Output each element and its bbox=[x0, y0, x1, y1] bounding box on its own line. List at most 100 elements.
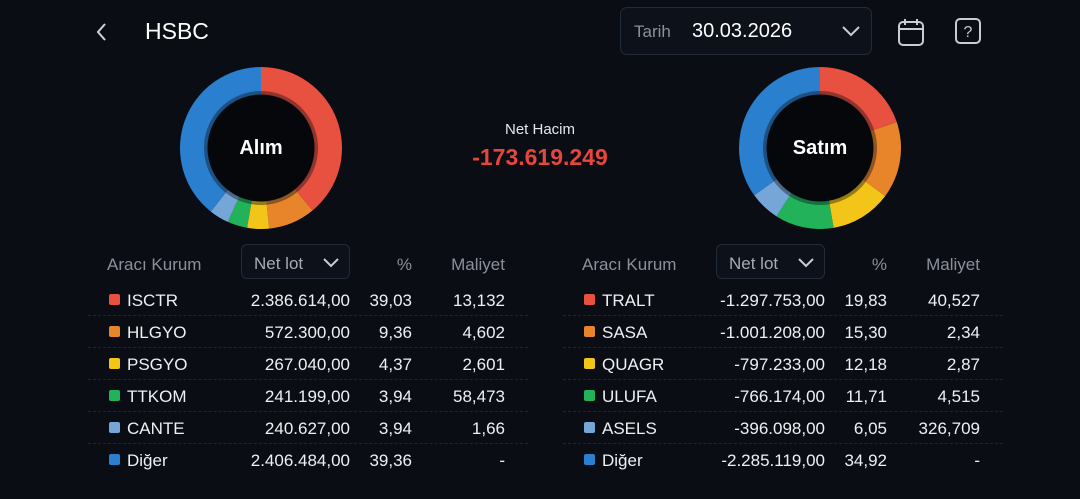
broker-header: Aracı Kurum bbox=[582, 255, 677, 274]
metric-select[interactable]: Net lot bbox=[716, 244, 825, 279]
sell-table: Aracı Kurum Net lot % Maliyet TRALT -1.2… bbox=[563, 244, 1003, 476]
table-row[interactable]: ISCTR 2.386.614,00 39,03 13,132 bbox=[88, 284, 528, 316]
net-lot: 572.300,00 bbox=[264, 323, 350, 342]
donut-inner-ring bbox=[250, 200, 267, 207]
calendar-button[interactable] bbox=[897, 17, 925, 52]
cost: 2,87 bbox=[946, 355, 980, 374]
net-volume-label: Net Hacim bbox=[504, 121, 575, 138]
net-lot: 240.627,00 bbox=[264, 419, 350, 438]
cost: 1,66 bbox=[471, 419, 505, 438]
donut-inner-ring bbox=[202, 89, 262, 194]
donut-inner-ring bbox=[761, 89, 821, 183]
donut-slice bbox=[829, 181, 886, 228]
table-row[interactable]: HLGYO 572.300,00 9,36 4,602 bbox=[88, 316, 528, 348]
cost: - bbox=[974, 451, 980, 470]
color-swatch bbox=[109, 422, 120, 433]
net-lot: -396.098,00 bbox=[734, 419, 825, 438]
donut-slice bbox=[247, 204, 270, 229]
broker-name: ASELS bbox=[602, 419, 657, 438]
donut-slice bbox=[820, 67, 897, 130]
chevron-down-icon bbox=[842, 26, 860, 37]
table-row[interactable]: Diğer -2.285.119,00 34,92 - bbox=[563, 444, 1003, 476]
color-swatch bbox=[584, 326, 595, 337]
percent: 4,37 bbox=[378, 355, 412, 374]
cost: 4,515 bbox=[937, 387, 980, 406]
net-lot: 2.386.614,00 bbox=[250, 291, 350, 310]
color-swatch bbox=[109, 358, 120, 369]
percent: 34,92 bbox=[844, 451, 887, 470]
table-header: Aracı Kurum Net lot % Maliyet bbox=[563, 244, 1003, 284]
percent: 11,71 bbox=[845, 387, 887, 406]
page-title: HSBC bbox=[145, 18, 209, 44]
date-select[interactable]: Tarih 30.03.2026 bbox=[620, 7, 872, 55]
broker-name: TRALT bbox=[602, 291, 655, 310]
percent: 9,36 bbox=[378, 323, 412, 342]
table-row[interactable]: Diğer 2.406.484,00 39,36 - bbox=[88, 444, 528, 476]
table-row[interactable]: TTKOM 241.199,00 3,94 58,473 bbox=[88, 380, 528, 412]
table-row[interactable]: ULUFA -766.174,00 11,71 4,515 bbox=[563, 380, 1003, 412]
donut-inner-ring bbox=[828, 179, 868, 206]
net-lot: 267.040,00 bbox=[264, 355, 350, 374]
cost: 2,34 bbox=[946, 323, 980, 342]
donut-slice bbox=[210, 192, 238, 222]
table-row[interactable]: TRALT -1.297.753,00 19,83 40,527 bbox=[563, 284, 1003, 316]
table-row[interactable]: ASELS -396.098,00 6,05 326,709 bbox=[563, 412, 1003, 444]
date-value: 30.03.2026 bbox=[692, 20, 793, 42]
cost: 13,132 bbox=[453, 291, 505, 310]
back-button[interactable] bbox=[92, 18, 112, 46]
percent: 3,94 bbox=[378, 387, 412, 406]
metric-select[interactable]: Net lot bbox=[241, 244, 350, 279]
donut-slice bbox=[261, 67, 342, 211]
broker-name: QUAGR bbox=[602, 355, 665, 374]
color-swatch bbox=[584, 390, 595, 401]
table-row[interactable]: PSGYO 267.040,00 4,37 2,601 bbox=[88, 348, 528, 380]
donut-slice bbox=[739, 67, 820, 196]
metric-select-value: Net lot bbox=[254, 254, 304, 273]
net-lot: 241.199,00 bbox=[264, 387, 350, 406]
cost: 58,473 bbox=[453, 387, 505, 406]
help-button[interactable]: ? bbox=[955, 18, 981, 49]
donut-inner-ring bbox=[772, 179, 792, 198]
table-row[interactable]: QUAGR -797.233,00 12,18 2,87 bbox=[563, 348, 1003, 380]
donut-inner-ring bbox=[862, 129, 879, 183]
buy-donut-label: Alım bbox=[239, 137, 283, 159]
color-swatch bbox=[109, 294, 120, 305]
help-icon: ? bbox=[955, 18, 981, 44]
donut-inner-ring bbox=[224, 189, 240, 202]
percent: 19,83 bbox=[844, 291, 887, 310]
net-volume-value: -173.619.249 bbox=[472, 144, 608, 170]
net-lot: -2.285.119,00 bbox=[721, 451, 825, 470]
percent: 6,05 bbox=[853, 419, 887, 438]
buy-table: Aracı Kurum Net lot % Maliyet ISCTR 2.38… bbox=[88, 244, 528, 476]
broker-name: HLGYO bbox=[127, 323, 187, 342]
svg-text:?: ? bbox=[964, 24, 973, 41]
broker-name: ULUFA bbox=[602, 387, 657, 406]
pct-header: % bbox=[871, 255, 887, 274]
percent: 39,36 bbox=[369, 451, 412, 470]
percent: 3,94 bbox=[378, 419, 412, 438]
donut-inner-ring bbox=[266, 189, 299, 207]
color-swatch bbox=[109, 326, 120, 337]
cost-header: Maliyet bbox=[926, 255, 980, 274]
broker-header: Aracı Kurum bbox=[107, 255, 202, 274]
date-label: Tarih bbox=[634, 22, 671, 41]
net-lot: -1.001.208,00 bbox=[720, 323, 825, 342]
donut-slice bbox=[227, 200, 252, 228]
chevron-down-icon bbox=[323, 258, 339, 268]
broker-name: SASA bbox=[602, 323, 648, 342]
color-swatch bbox=[584, 358, 595, 369]
broker-name: Diğer bbox=[127, 451, 168, 470]
donut-slice bbox=[180, 67, 261, 212]
table-row[interactable]: SASA -1.001.208,00 15,30 2,34 bbox=[563, 316, 1003, 348]
percent: 15,30 bbox=[844, 323, 887, 342]
net-lot: -1.297.753,00 bbox=[720, 291, 825, 310]
table-row[interactable]: CANTE 240.627,00 3,94 1,66 bbox=[88, 412, 528, 444]
sell-donut-chart: Satım bbox=[739, 67, 901, 229]
donut-slice bbox=[776, 196, 834, 229]
table-header: Aracı Kurum Net lot % Maliyet bbox=[88, 244, 528, 284]
cost: 40,527 bbox=[928, 291, 980, 310]
cost-header: Maliyet bbox=[451, 255, 505, 274]
donut-slice bbox=[865, 122, 901, 197]
color-swatch bbox=[584, 422, 595, 433]
donut-inner-ring bbox=[260, 89, 320, 194]
